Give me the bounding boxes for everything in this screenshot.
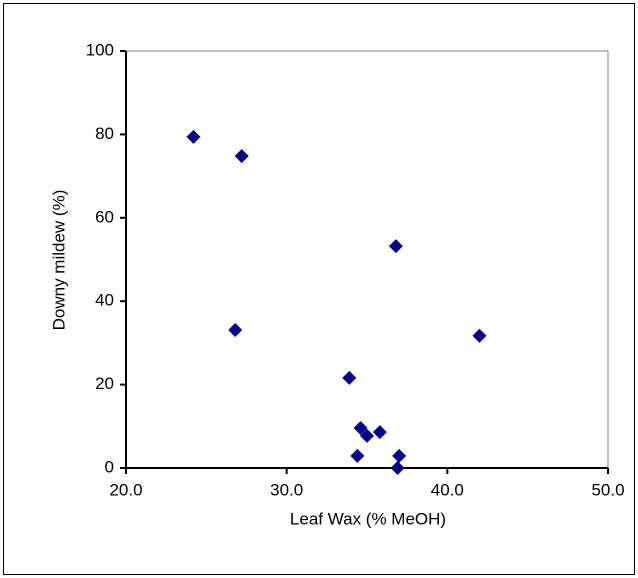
y-tick-label: 20 <box>95 374 114 393</box>
x-tick-label: 40.0 <box>431 480 464 499</box>
point <box>234 149 249 164</box>
point <box>350 448 365 463</box>
y-tick-label: 0 <box>105 457 114 476</box>
x-tick-label: 30.0 <box>270 480 303 499</box>
x-axis-label: Leaf Wax (% MeOH) <box>290 509 446 528</box>
y-axis-label: Downy mildew (%) <box>49 190 68 331</box>
point <box>353 420 368 435</box>
point <box>390 461 405 475</box>
point <box>372 425 387 440</box>
point <box>186 129 201 144</box>
point <box>228 322 243 337</box>
x-tick-label: 20.0 <box>109 480 142 499</box>
chart-border <box>3 3 635 575</box>
point <box>472 328 487 343</box>
y-tick-label: 100 <box>86 40 114 59</box>
y-tick-label: 80 <box>95 124 114 143</box>
point <box>392 448 407 463</box>
point <box>342 370 357 385</box>
x-tick-label: 50.0 <box>591 480 624 499</box>
y-tick-label: 60 <box>95 207 114 226</box>
y-tick-label: 40 <box>95 291 114 310</box>
point <box>360 428 374 443</box>
point <box>388 239 403 254</box>
